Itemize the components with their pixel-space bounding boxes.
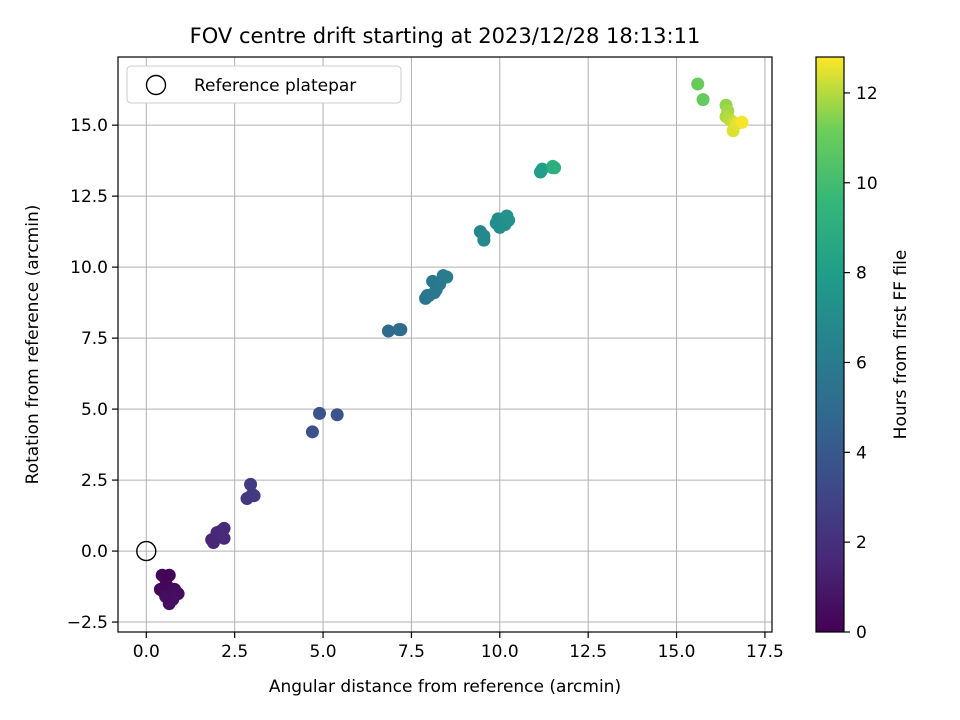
data-point — [381, 324, 395, 338]
y-axis-label: Rotation from reference (arcmin) — [23, 205, 43, 485]
y-tick-label: 10.0 — [70, 258, 108, 278]
colorbar-tick-label: 12 — [856, 84, 878, 104]
y-tick-label: 5.0 — [81, 400, 108, 420]
x-tick-label: 10.0 — [481, 642, 519, 662]
legend-marker-reference — [145, 74, 167, 96]
legend-box — [126, 65, 402, 104]
y-tick-label: −2.5 — [67, 613, 108, 633]
x-axis-label: Angular distance from reference (arcmin) — [269, 677, 621, 697]
colorbar — [815, 56, 845, 633]
plot-frame — [117, 56, 773, 633]
data-point — [535, 162, 549, 176]
colorbar-tick-label: 8 — [856, 264, 867, 284]
data-point — [313, 406, 327, 420]
data-point — [206, 536, 220, 550]
data-point — [394, 323, 408, 337]
legend-entry-reference: Reference platepar — [194, 76, 356, 96]
grid — [118, 57, 772, 632]
x-tick-label: 17.5 — [746, 642, 784, 662]
data-point — [244, 477, 258, 491]
x-tick-label: 5.0 — [310, 642, 337, 662]
colorbar-ticks: 0 2 4 6 8 10 12 — [844, 84, 878, 643]
reference-marker — [136, 540, 157, 562]
data-point — [440, 270, 454, 284]
data-point — [217, 521, 231, 535]
x-axis-ticks: 0.0 2.5 5.0 7.5 10.0 12.5 15.0 17.5 — [133, 632, 784, 662]
legend: Reference platepar — [126, 65, 402, 104]
chart-title: FOV centre drift starting at 2023/12/28 … — [190, 24, 701, 48]
data-point — [247, 489, 261, 503]
data-point — [427, 286, 441, 300]
colorbar-tick-label: 2 — [856, 533, 867, 553]
x-tick-label: 12.5 — [569, 642, 607, 662]
data-point — [217, 531, 231, 545]
data-point — [330, 408, 344, 422]
y-tick-label: 0.0 — [81, 542, 108, 562]
data-point — [735, 115, 749, 129]
data-point — [696, 93, 710, 107]
colorbar-tick-label: 6 — [856, 353, 867, 373]
y-tick-label: 15.0 — [70, 116, 108, 136]
data-point — [305, 425, 319, 439]
colorbar-tick-label: 4 — [856, 443, 867, 463]
x-tick-label: 0.0 — [133, 642, 160, 662]
data-point — [546, 159, 560, 173]
colorbar-label: Hours from first FF file — [891, 250, 911, 440]
data-point — [477, 233, 491, 247]
y-tick-label: 7.5 — [81, 329, 108, 349]
x-tick-label: 7.5 — [398, 642, 425, 662]
x-tick-label: 15.0 — [658, 642, 696, 662]
colorbar-tick-label: 0 — [856, 623, 867, 643]
data-point — [162, 568, 176, 582]
y-axis-ticks: −2.5 0.0 2.5 5.0 7.5 10.0 12.5 15.0 — [67, 116, 118, 633]
colorbar-tick-label: 10 — [856, 174, 878, 194]
reference-platepar-point — [136, 540, 157, 562]
data-point — [502, 213, 516, 227]
x-tick-label: 2.5 — [221, 642, 248, 662]
data-points — [153, 77, 749, 611]
data-point — [691, 77, 705, 91]
y-tick-label: 2.5 — [81, 471, 108, 491]
y-tick-label: 12.5 — [70, 187, 108, 207]
data-point — [159, 590, 173, 604]
